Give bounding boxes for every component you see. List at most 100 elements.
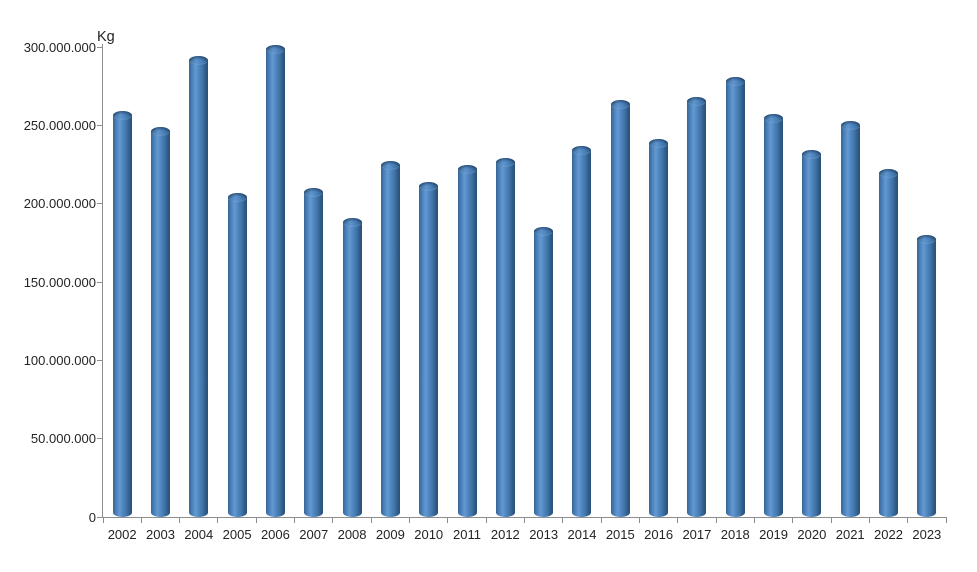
bar-2016 <box>649 139 669 517</box>
bar-2022 <box>879 169 899 517</box>
x-tick <box>102 518 104 523</box>
x-tick <box>409 518 411 523</box>
x-tick <box>140 518 142 523</box>
y-tick <box>97 46 103 48</box>
bar-cap <box>304 188 324 197</box>
bar-cap <box>534 227 554 237</box>
bar-2011 <box>457 164 477 517</box>
bar-cap <box>725 76 745 86</box>
y-tick-label: 50.000.000 <box>30 431 96 447</box>
x-tick <box>907 518 909 523</box>
bar-2010 <box>419 181 439 517</box>
y-tick-label: 150.000.000 <box>23 274 96 290</box>
x-tick-label-2020: 2020 <box>797 527 827 542</box>
x-tick <box>217 518 219 523</box>
x-tick <box>753 518 755 523</box>
x-tick-label-2011: 2011 <box>453 527 481 542</box>
x-tick-label-2022: 2022 <box>874 527 903 542</box>
x-tick <box>715 518 717 523</box>
bar-2004 <box>189 56 209 517</box>
bar-cap <box>112 111 132 121</box>
x-tick <box>255 518 257 523</box>
x-tick-label-2007: 2007 <box>299 527 329 542</box>
bar-cap <box>917 235 937 244</box>
x-tick-label-2010: 2010 <box>414 527 444 542</box>
bar-2018 <box>725 76 745 517</box>
x-tick <box>524 518 525 523</box>
plot-area <box>103 45 946 517</box>
x-tick <box>600 518 602 523</box>
x-tick <box>294 518 296 523</box>
y-tick-label: 300.000.000 <box>23 39 96 55</box>
x-tick-label-2003: 2003 <box>146 527 175 542</box>
bar-cap <box>572 145 592 155</box>
x-tick <box>485 518 487 523</box>
x-tick-label-2019: 2019 <box>759 527 789 542</box>
x-tick-label-2021: 2021 <box>835 527 865 542</box>
y-tick <box>97 124 103 126</box>
x-axis-line <box>102 517 947 518</box>
bar-cap <box>879 169 899 179</box>
x-tick-label-2013: 2013 <box>529 527 559 542</box>
bar-2002 <box>112 111 132 517</box>
bar-2020 <box>802 150 822 517</box>
x-tick-label-2004: 2004 <box>184 527 214 542</box>
bar-cap <box>419 181 439 191</box>
x-tick <box>562 518 564 523</box>
bar-2014 <box>572 145 592 517</box>
x-tick-label-2006: 2006 <box>260 527 290 542</box>
bar-cap <box>649 139 669 149</box>
bar-cap <box>189 56 209 66</box>
y-axis-title: Kg <box>97 29 115 45</box>
x-tick-label-2015: 2015 <box>605 527 635 542</box>
x-tick <box>945 518 947 523</box>
bar-cap <box>265 45 285 55</box>
y-tick-label: 250.000.000 <box>23 117 96 133</box>
bar-2019 <box>764 114 784 517</box>
bar-cap <box>764 114 784 124</box>
x-tick <box>868 518 870 523</box>
bar-2023 <box>917 235 937 517</box>
bar-2006 <box>265 45 285 517</box>
x-tick <box>332 518 334 523</box>
bar-cap <box>802 150 822 160</box>
x-tick-label-2012: 2012 <box>490 527 520 542</box>
x-tick <box>792 518 794 523</box>
x-tick-label-2017: 2017 <box>682 527 712 542</box>
x-tick-label-2008: 2008 <box>337 527 367 542</box>
bar-2013 <box>534 227 554 517</box>
x-tick-label-2023: 2023 <box>912 527 942 542</box>
bar-cap <box>840 120 860 130</box>
x-tick <box>638 518 640 523</box>
bar-cap <box>380 161 400 171</box>
y-tick <box>97 359 103 361</box>
x-tick-label-2018: 2018 <box>720 527 750 542</box>
x-tick <box>370 518 372 523</box>
bar-cap <box>495 158 515 168</box>
y-tick-label: 0 <box>88 509 96 525</box>
bar-2003 <box>150 126 170 517</box>
bar-cap <box>610 100 630 110</box>
bar-2012 <box>495 158 515 517</box>
bar-cap <box>342 217 362 227</box>
bar-2017 <box>687 97 707 517</box>
x-tick <box>179 518 181 523</box>
y-tick-label: 200.000.000 <box>23 196 96 212</box>
x-tick-label-2005: 2005 <box>222 527 252 542</box>
y-tick <box>97 281 103 283</box>
x-tick-label-2002: 2002 <box>107 527 137 542</box>
y-tick-label: 100.000.000 <box>23 352 96 368</box>
x-tick-label-2014: 2014 <box>567 527 597 542</box>
y-axis-line <box>102 44 103 517</box>
bar-2021 <box>840 120 860 517</box>
x-tick <box>447 518 449 523</box>
bar-cap <box>687 97 707 107</box>
x-tick-label-2009: 2009 <box>375 527 405 542</box>
bar-cap <box>150 126 170 136</box>
bar-2009 <box>380 161 400 517</box>
y-tick <box>97 203 103 205</box>
x-tick <box>830 518 832 523</box>
bar-cap <box>457 164 477 174</box>
bar-2008 <box>342 217 362 517</box>
